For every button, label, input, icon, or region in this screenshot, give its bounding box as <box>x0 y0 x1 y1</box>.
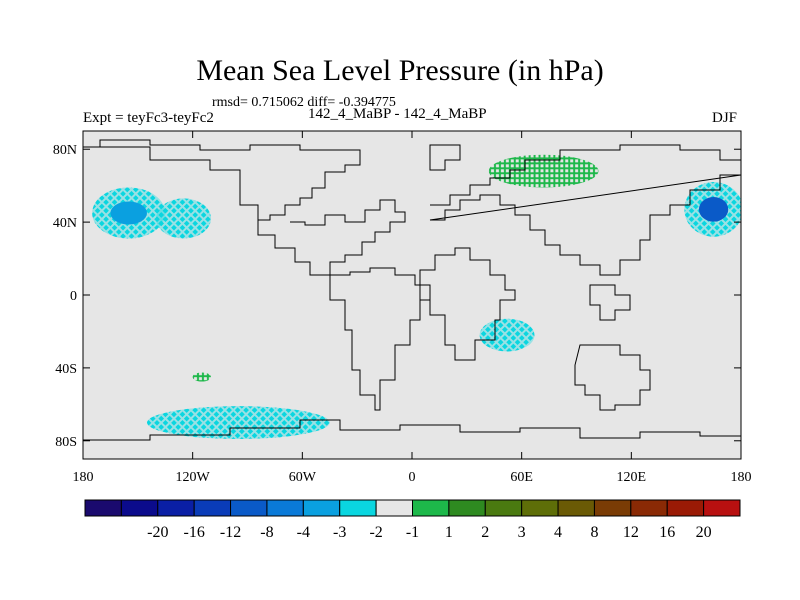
coastline-australia <box>574 344 651 411</box>
season-label: DJF <box>712 110 738 126</box>
colorbar-label: 1 <box>445 524 453 541</box>
y-tick-label: 40S <box>55 362 77 377</box>
anomaly-southern-ocean-low <box>146 406 330 439</box>
coastline-southeast-asia <box>589 284 631 321</box>
x-tick-label: 120E <box>617 470 647 485</box>
coastline-antarctica <box>83 419 741 441</box>
colorbar-swatch <box>630 499 668 517</box>
x-tick-label: 60W <box>289 470 317 485</box>
x-tick-label: 60E <box>510 470 533 485</box>
colorbar-swatch <box>593 499 632 517</box>
colorbar-label: 20 <box>696 524 712 541</box>
colorbar-label: -8 <box>260 524 273 541</box>
colorbar-swatch <box>375 499 414 517</box>
stats-text: rmsd= 0.715062 diff= -0.394775 <box>212 95 396 110</box>
colorbar-label: 12 <box>623 524 639 541</box>
anomaly-layer <box>92 154 741 439</box>
coastlines <box>83 139 741 441</box>
colorbar-swatch <box>339 499 377 517</box>
x-tick-label: 0 <box>409 470 416 485</box>
colorbar-swatch <box>302 499 341 517</box>
colorbar-swatch <box>193 499 232 517</box>
anomaly-core-north-pacific-east-low <box>698 197 729 222</box>
experiment-label: Expt = teyFc3-teyFc2 <box>83 110 214 126</box>
coastline-eurasia <box>429 144 741 276</box>
y-axis: 80N 40N 0 40S 80S <box>53 143 741 450</box>
y-tick-label: 40N <box>53 216 77 231</box>
chart-title: Mean Sea Level Pressure (in hPa) <box>196 54 604 87</box>
y-tick-label: 0 <box>70 289 77 304</box>
colorbar-label: 8 <box>590 524 598 541</box>
colorbar-swatch <box>120 499 159 517</box>
x-tick-label: 180 <box>731 470 752 485</box>
x-tick-label: 180 <box>73 470 94 485</box>
anomaly-north-pacific-central-low <box>156 198 211 239</box>
coastline-north-america <box>83 139 361 221</box>
x-axis: 180 120W 60W 0 60E 120E 180 <box>73 131 752 485</box>
colorbar-label: -4 <box>297 524 310 541</box>
colorbar-label: -16 <box>184 524 205 541</box>
colorbar-swatch <box>484 499 523 517</box>
anomaly-core-north-pacific-west-low <box>110 201 147 225</box>
coastline-south-america <box>329 267 431 411</box>
colorbar-swatch <box>557 499 595 517</box>
colorbar-swatch <box>412 499 450 517</box>
coastline-greenland <box>429 144 461 171</box>
coastline-africa-eurasia <box>419 247 516 361</box>
colorbar-swatch <box>666 499 705 517</box>
colorbar-label: 2 <box>481 524 489 541</box>
x-tick-label: 120W <box>176 470 211 485</box>
coastline-central-america <box>257 199 406 276</box>
colorbar-swatch <box>84 499 122 517</box>
colorbar-label: -12 <box>220 524 241 541</box>
colorbar-swatch <box>448 499 486 517</box>
y-tick-label: 80S <box>55 435 77 450</box>
colorbar-swatch <box>521 499 559 517</box>
colorbar-swatch <box>157 499 195 517</box>
y-tick-label: 80N <box>53 143 77 158</box>
colorbar-swatch <box>703 499 741 517</box>
anomaly-south-pacific-high <box>192 372 211 382</box>
colorbar-label: -2 <box>369 524 382 541</box>
map-background <box>83 131 741 459</box>
colorbar-label: -3 <box>333 524 346 541</box>
colorbar-label: -1 <box>406 524 419 541</box>
colorbar-label: -20 <box>147 524 168 541</box>
colorbar-swatch <box>230 499 268 517</box>
colorbar-label: 3 <box>518 524 526 541</box>
anomaly-indian-ocean-low <box>479 318 535 352</box>
colorbar-label: 16 <box>659 524 675 541</box>
runs-label: 142_4_MaBP - 142_4_MaBP <box>308 106 487 122</box>
colorbar-label: 4 <box>554 524 562 541</box>
anomaly-siberia-high <box>488 154 599 188</box>
colorbar-swatch <box>266 499 304 517</box>
colorbar: -20 -16 -12 -8 -4 -3 -2 -1 1 2 3 4 8 12 16 20 <box>84 499 741 541</box>
